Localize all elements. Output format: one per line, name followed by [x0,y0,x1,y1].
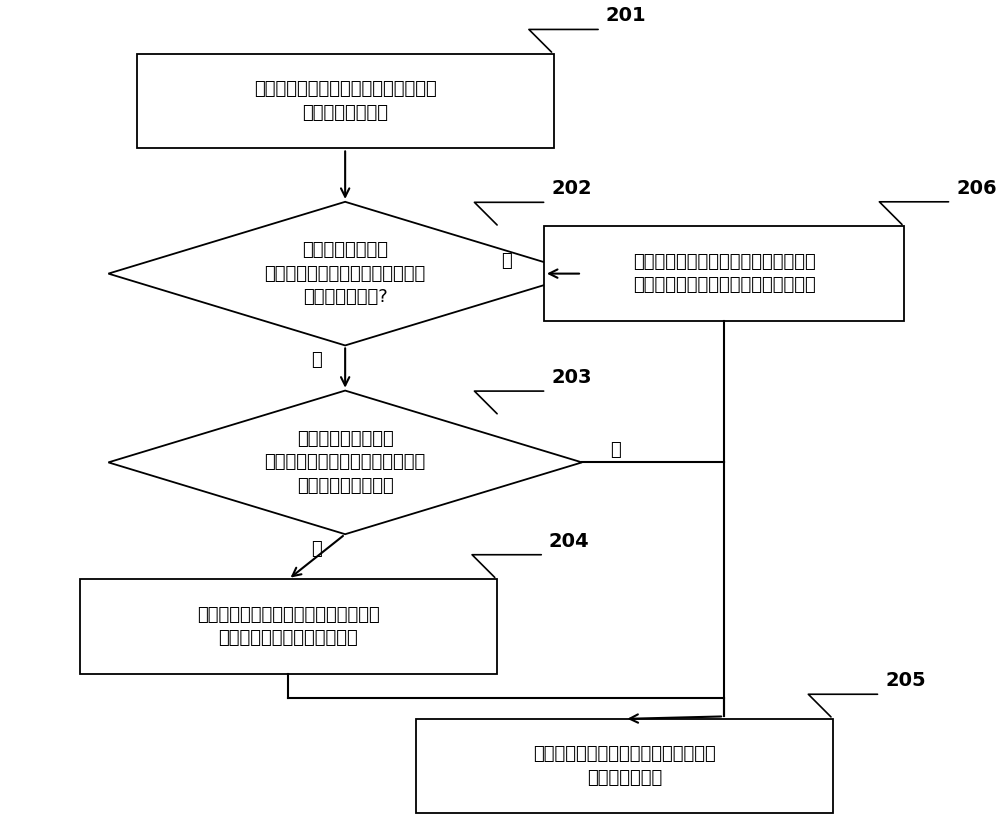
Text: 205: 205 [885,671,926,690]
Text: 否: 否 [311,539,321,558]
FancyBboxPatch shape [137,54,554,149]
Polygon shape [108,202,582,345]
Text: 根据当前温湿度值中的当前湿度值调整
空调的运行模式: 根据当前温湿度值中的当前湿度值调整 空调的运行模式 [533,745,716,787]
Text: 202: 202 [551,179,592,198]
FancyBboxPatch shape [416,719,833,813]
Text: 否: 否 [311,351,321,369]
Text: 201: 201 [606,7,646,25]
Text: 是: 是 [610,441,621,459]
Text: 判断当前温湿度值
是否在当前目标控制范围的当前目
标温湿度范围中?: 判断当前温湿度值 是否在当前目标控制范围的当前目 标温湿度范围中? [265,241,426,307]
Text: 根据当前风速值调整空调的运行模式，
直至当前风速值在当前目标风速范围内: 根据当前风速值调整空调的运行模式， 直至当前风速值在当前目标风速范围内 [633,253,815,294]
Text: 获取空调作用区域的当前温湿度值以及
空调的当前风速值: 获取空调作用区域的当前温湿度值以及 空调的当前风速值 [254,81,437,122]
Text: 判断当前温湿度值中
的当前温度值是否在当前目标温湿
度范围的温度范围中: 判断当前温湿度值中 的当前温度值是否在当前目标温湿 度范围的温度范围中 [265,430,426,495]
Polygon shape [108,391,582,534]
Text: 203: 203 [551,368,592,387]
Text: 204: 204 [549,532,589,551]
Text: 206: 206 [956,179,997,197]
Text: 根据当前温度值调整空调的运行模式，
直至当前温度值在温度范围中: 根据当前温度值调整空调的运行模式， 直至当前温度值在温度范围中 [197,606,380,648]
FancyBboxPatch shape [80,580,497,674]
FancyBboxPatch shape [544,227,904,321]
Text: 是: 是 [501,252,512,270]
